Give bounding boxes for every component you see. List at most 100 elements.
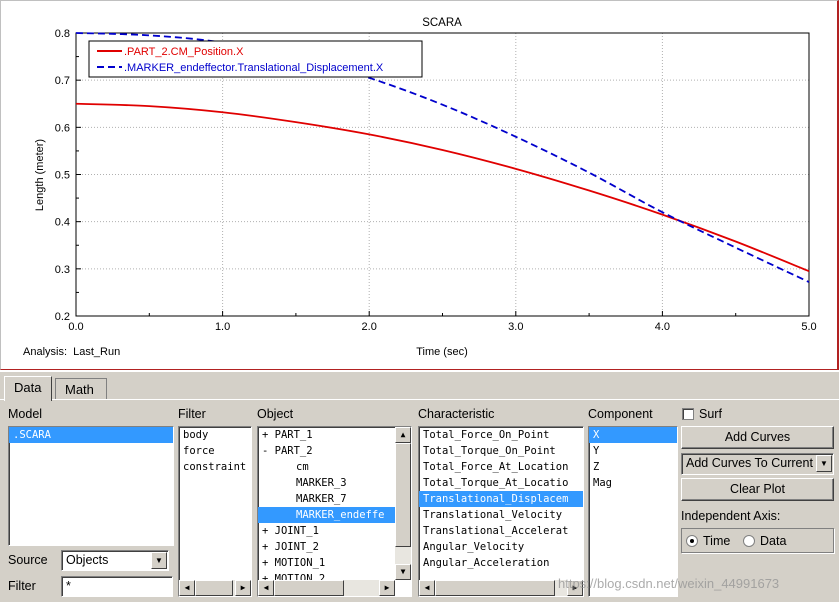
time-radio-label: Time <box>703 534 731 548</box>
x-tick-label: 5.0 <box>801 321 816 333</box>
model-list[interactable]: .SCARA <box>8 426 174 546</box>
plot-title: SCARA <box>422 17 462 29</box>
object-label: Object <box>257 407 294 421</box>
component-item-selected[interactable]: X <box>589 427 677 443</box>
clear-plot-button[interactable]: Clear Plot <box>681 478 834 501</box>
y-tick-label: 0.4 <box>55 217 70 229</box>
characteristic-item[interactable]: Angular_Acceleration <box>423 557 550 569</box>
series-line-2 <box>75 32 810 283</box>
characteristic-item[interactable]: Translational_Velocity <box>423 509 563 521</box>
watermark: https://blog.csdn.net/weixin_44991673 <box>558 576 780 591</box>
legend-entry-1: .PART_2.CM_Position.X <box>124 46 244 58</box>
scroll-down-icon[interactable]: ▼ <box>395 564 411 580</box>
scroll-up-icon[interactable]: ▲ <box>395 427 411 443</box>
legend: .PART_2.CM_Position.X .MARKER_endeffecto… <box>88 40 423 78</box>
object-item-selected[interactable]: MARKER_endeffe <box>258 507 396 523</box>
characteristic-item[interactable]: Total_Force_On_Point <box>423 429 550 441</box>
scroll-thumb[interactable] <box>274 580 344 596</box>
scroll-right-icon[interactable]: ▶ <box>567 580 583 596</box>
x-tick-label: 2.0 <box>362 321 377 333</box>
object-vscrollbar[interactable]: ▲ ▼ <box>395 427 411 580</box>
filter-item[interactable]: body <box>183 429 209 441</box>
analysis-label: Analysis: Last_Run <box>23 346 120 358</box>
characteristic-item-selected[interactable]: Translational_Displacem <box>419 491 583 507</box>
tab-divider <box>0 399 839 400</box>
x-tick-label: 3.0 <box>508 321 523 333</box>
object-item[interactable]: MARKER_3 <box>296 477 347 489</box>
filter-item[interactable]: force <box>183 445 215 457</box>
scroll-thumb[interactable] <box>435 580 555 596</box>
object-hscrollbar[interactable]: ◀ ▶ <box>258 580 395 596</box>
scroll-thumb[interactable] <box>195 580 233 596</box>
plot-builder-panel: Data Math Model .SCARA Source Objects ▼ … <box>0 372 839 602</box>
source-value: Objects <box>66 553 109 567</box>
chevron-down-icon[interactable]: ▼ <box>816 455 832 472</box>
tab-data[interactable]: Data <box>4 376 52 401</box>
add-mode-select[interactable]: Add Curves To Current ▼ <box>681 453 834 475</box>
data-radio[interactable] <box>743 535 755 547</box>
component-label: Component <box>588 407 653 421</box>
filter-list[interactable]: body force constraint ◀ ▶ <box>178 426 252 597</box>
scroll-left-icon[interactable]: ◀ <box>419 580 435 596</box>
scroll-right-icon[interactable]: ▶ <box>379 580 395 596</box>
y-axis-label: Length (meter) <box>34 139 46 211</box>
plot-canvas: SCARA 0.0 1.0 2.0 3.0 4.0 5.0 0.2 0.3 0.4 0.5 0.6 0… <box>23 17 817 358</box>
source-label: Source <box>8 553 48 567</box>
characteristic-label: Characteristic <box>418 407 495 421</box>
filter-field-label: Filter <box>8 579 36 593</box>
object-item[interactable]: + PART_1 <box>262 429 313 441</box>
add-curves-button[interactable]: Add Curves <box>681 426 834 449</box>
y-tick-label: 0.3 <box>55 264 70 276</box>
object-item[interactable]: - PART_2 <box>262 445 313 457</box>
object-item[interactable]: + MOTION_1 <box>262 557 326 569</box>
filter-item[interactable]: constraint <box>183 461 247 473</box>
plot-panel[interactable]: SCARA 0.0 1.0 2.0 3.0 4.0 5.0 0.2 0.3 0.4 0.5 0.6 0… <box>0 0 839 370</box>
characteristic-hscrollbar[interactable]: ◀ ▶ <box>419 580 583 596</box>
y-tick-label: 0.6 <box>55 122 70 134</box>
source-select[interactable]: Objects ▼ <box>61 550 169 571</box>
y-tick-label: 0.7 <box>55 75 70 87</box>
characteristic-list[interactable]: Total_Force_On_Point Total_Torque_On_Poi… <box>418 426 584 597</box>
x-tick-label: 1.0 <box>215 321 230 333</box>
component-item[interactable]: Z <box>593 461 600 473</box>
model-label: Model <box>8 407 43 421</box>
characteristic-item[interactable]: Total_Force_At_Location <box>423 461 569 473</box>
independent-axis-group: Time Data <box>681 528 834 553</box>
characteristic-item[interactable]: Total_Torque_At_Locatio <box>423 477 569 489</box>
object-item[interactable]: cm <box>296 461 309 473</box>
surf-label: Surf <box>699 407 722 421</box>
series-line-1 <box>75 102 810 273</box>
tab-math[interactable]: Math <box>55 378 107 400</box>
x-axis-label: Time (sec) <box>416 346 468 358</box>
filter-hscrollbar[interactable]: ◀ ▶ <box>179 580 251 596</box>
component-item[interactable]: Y <box>593 445 600 457</box>
scroll-left-icon[interactable]: ◀ <box>258 580 274 596</box>
object-list[interactable]: + PART_1 - PART_2 cm MARKER_3 MARKER_7 M… <box>257 426 412 597</box>
object-item[interactable]: MARKER_7 <box>296 493 347 505</box>
x-tick-label: 4.0 <box>655 321 670 333</box>
x-tick-label: 0.0 <box>68 321 83 333</box>
characteristic-item[interactable]: Angular_Velocity <box>423 541 525 553</box>
characteristic-item[interactable]: Translational_Accelerat <box>423 525 569 537</box>
data-radio-label: Data <box>760 534 787 548</box>
scroll-thumb[interactable] <box>395 443 411 547</box>
characteristic-item[interactable]: Total_Torque_On_Point <box>423 445 556 457</box>
model-item-scara[interactable]: .SCARA <box>9 427 173 443</box>
y-tick-label: 0.2 <box>55 311 70 323</box>
component-list[interactable]: X Y Z Mag <box>588 426 678 597</box>
filter-list-label: Filter <box>178 407 206 421</box>
legend-entry-2: .MARKER_endeffector.Translational_Displa… <box>124 62 384 74</box>
scroll-right-icon[interactable]: ▶ <box>235 580 251 596</box>
time-radio[interactable] <box>686 535 698 547</box>
chevron-down-icon[interactable]: ▼ <box>151 552 167 569</box>
component-item[interactable]: Mag <box>593 477 612 489</box>
add-mode-value: Add Curves To Current <box>686 456 813 470</box>
y-tick-label: 0.5 <box>55 170 70 182</box>
independent-axis-label: Independent Axis: <box>681 509 781 523</box>
object-item[interactable]: + JOINT_1 <box>262 525 319 537</box>
filter-input-value: * <box>66 579 71 593</box>
filter-input[interactable]: * <box>61 576 173 597</box>
scroll-left-icon[interactable]: ◀ <box>179 580 195 596</box>
surf-checkbox[interactable] <box>682 408 694 420</box>
object-item[interactable]: + JOINT_2 <box>262 541 319 553</box>
